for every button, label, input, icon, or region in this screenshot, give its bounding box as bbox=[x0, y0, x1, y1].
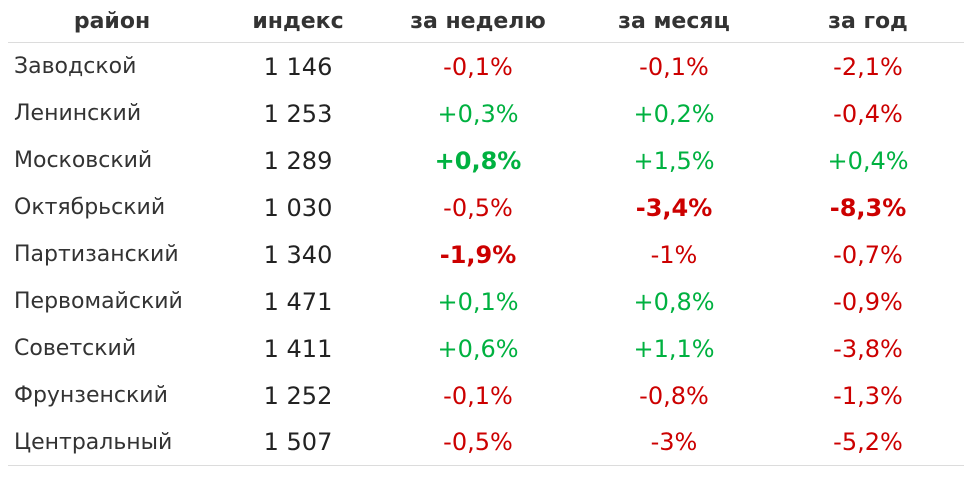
district-index-table-container: район индекс за неделю за месяц за год З… bbox=[8, 0, 964, 466]
month-change: -3% bbox=[576, 419, 772, 466]
index-value: 1 507 bbox=[216, 419, 380, 466]
header-row: район индекс за неделю за месяц за год bbox=[8, 0, 964, 43]
year-change: -3,8% bbox=[833, 334, 903, 363]
district-name: Московский bbox=[14, 148, 153, 173]
district-name: Центральный bbox=[8, 419, 216, 466]
table-body: Заводской 1 146 -0,1% -0,1% -2,1% Ленинс… bbox=[8, 43, 964, 466]
index-value: 1 340 bbox=[263, 240, 333, 269]
week-change: +0,8% bbox=[434, 146, 522, 175]
table-row: Первомайский 1 471 +0,1% +0,8% -0,9% bbox=[8, 278, 964, 325]
index-value: 1 289 bbox=[263, 146, 333, 175]
week-change: -0,1% bbox=[443, 52, 513, 81]
year-change: -1,3% bbox=[833, 381, 903, 410]
index-value: 1 253 bbox=[263, 99, 333, 128]
week-change: +0,3% bbox=[437, 99, 519, 128]
week-change: +0,6% bbox=[437, 334, 519, 363]
table-row: Фрунзенский 1 252 -0,1% -0,8% -1,3% bbox=[8, 372, 964, 419]
district-index-table: район индекс за неделю за месяц за год З… bbox=[8, 0, 964, 466]
district-name: Партизанский bbox=[14, 242, 179, 267]
index-value: 1 146 bbox=[263, 52, 333, 81]
column-header-week: за неделю bbox=[380, 0, 576, 43]
table-header: район индекс за неделю за месяц за год bbox=[8, 0, 964, 43]
year-change: -0,4% bbox=[833, 99, 903, 128]
district-name: Ленинский bbox=[14, 101, 142, 126]
table-row: Ленинский 1 253 +0,3% +0,2% -0,4% bbox=[8, 90, 964, 137]
district-name: Октябрьский bbox=[14, 195, 166, 220]
table-row: Октябрьский 1 030 -0,5% -3,4% -8,3% bbox=[8, 184, 964, 231]
year-change: -5,2% bbox=[772, 419, 964, 466]
month-change: -0,8% bbox=[639, 381, 709, 410]
month-change: +0,2% bbox=[633, 99, 715, 128]
table-row: Центральный 1 507 -0,5% -3% -5,2% bbox=[8, 419, 964, 466]
year-change: +0,4% bbox=[827, 146, 909, 175]
column-header-district: район bbox=[8, 0, 216, 43]
month-change: +1,1% bbox=[633, 334, 715, 363]
week-change: -0,1% bbox=[443, 381, 513, 410]
month-change: -0,1% bbox=[639, 52, 709, 81]
year-change: -0,7% bbox=[833, 240, 903, 269]
column-header-month: за месяц bbox=[576, 0, 772, 43]
year-change: -8,3% bbox=[829, 193, 907, 222]
week-change: -0,5% bbox=[380, 419, 576, 466]
column-header-index: индекс bbox=[216, 0, 380, 43]
table-row: Партизанский 1 340 -1,9% -1% -0,7% bbox=[8, 231, 964, 278]
table-row: Заводской 1 146 -0,1% -0,1% -2,1% bbox=[8, 43, 964, 91]
week-change: -1,9% bbox=[439, 240, 517, 269]
month-change: -3,4% bbox=[635, 193, 713, 222]
week-change: -0,5% bbox=[443, 193, 513, 222]
district-name: Заводской bbox=[14, 54, 137, 79]
year-change: -2,1% bbox=[833, 52, 903, 81]
table-row: Советский 1 411 +0,6% +1,1% -3,8% bbox=[8, 325, 964, 372]
district-name: Советский bbox=[14, 336, 137, 361]
year-change: -0,9% bbox=[833, 287, 903, 316]
index-value: 1 252 bbox=[263, 381, 333, 410]
table-row: Московский 1 289 +0,8% +1,5% +0,4% bbox=[8, 137, 964, 184]
index-value: 1 411 bbox=[263, 334, 333, 363]
month-change: -1% bbox=[650, 240, 698, 269]
district-name: Первомайский bbox=[14, 289, 183, 314]
district-name: Фрунзенский bbox=[14, 383, 168, 408]
month-change: +0,8% bbox=[633, 287, 715, 316]
column-header-year: за год bbox=[772, 0, 964, 43]
index-value: 1 471 bbox=[263, 287, 333, 316]
month-change: +1,5% bbox=[633, 146, 715, 175]
week-change: +0,1% bbox=[437, 287, 519, 316]
index-value: 1 030 bbox=[263, 193, 333, 222]
